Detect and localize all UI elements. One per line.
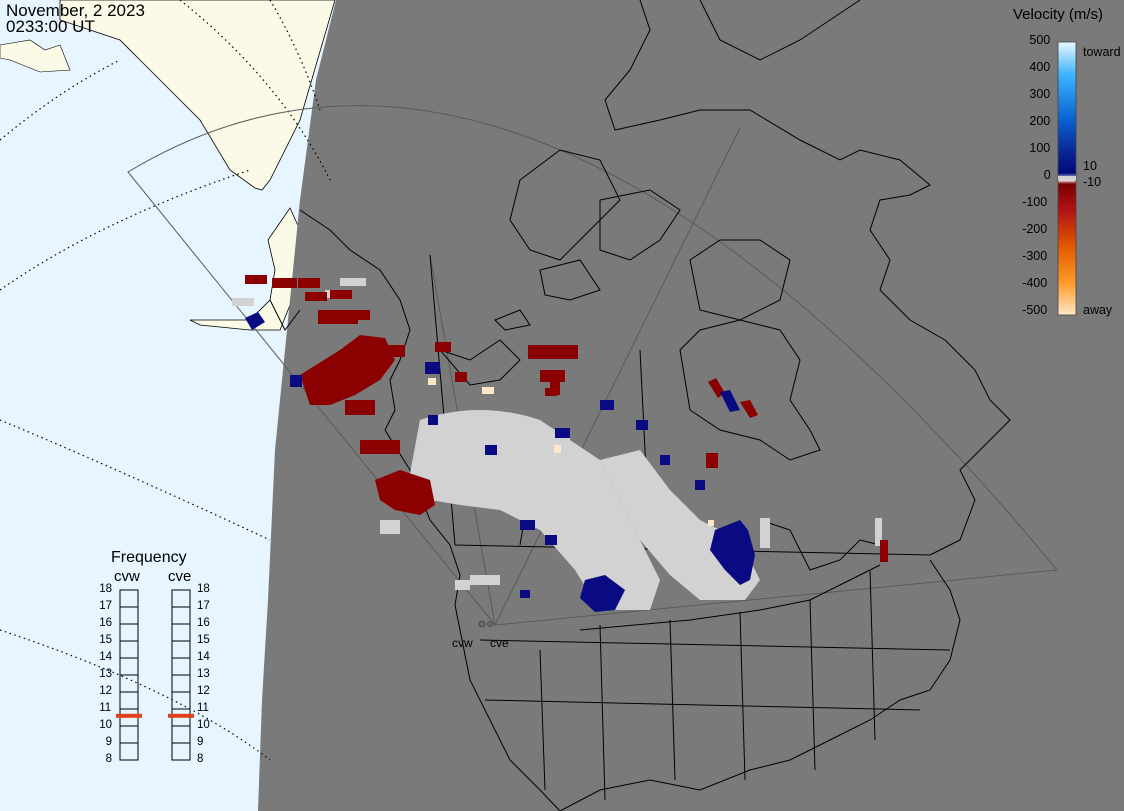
velocity-scale-title: Velocity (m/s) [1013,6,1104,23]
cvw-gauge-label: cvw [114,568,140,585]
velocity-tick: 10 [1083,159,1097,173]
cve-gauge-label: cve [168,568,192,585]
time-label: 0233:00 UT [6,17,95,36]
frequency-tick: 11 [197,702,209,714]
velocity-tick: 300 [1029,87,1051,101]
land-west-coast [0,39,71,73]
night-shade [258,0,1124,811]
site-cve-label: cve [490,636,509,650]
velocity-tick: 500 [1029,33,1051,47]
frequency-tick: 9 [105,736,112,748]
site-cvw-label: cvw [452,636,473,650]
toward-label: toward [1083,45,1121,59]
frequency-tick: 10 [99,719,112,731]
frequency-tick: 16 [197,617,210,629]
velocity-tick: -200 [1022,222,1048,236]
frequency-tick: 8 [105,753,112,765]
site-cvw-marker [478,620,486,628]
velocity-tick: 200 [1029,114,1051,128]
date-label: November, 2 2023 [6,1,145,20]
away-label: away [1083,303,1113,317]
frequency-tick: 8 [197,753,204,765]
velocity-tick: 400 [1029,60,1051,74]
velocity-tick: -500 [1022,303,1048,317]
site-cve-marker [487,621,493,627]
velocity-colorbar [1057,41,1077,316]
velocity-tick: -10 [1083,175,1102,189]
frequency-tick: 18 [99,583,112,595]
frequency-tick: 13 [99,668,112,680]
land-alaska [59,0,336,191]
velocity-tick: -100 [1022,195,1048,209]
coastlines [269,0,1011,811]
latitude-grid [0,0,331,761]
frequency-title: Frequency [111,549,187,566]
frequency-tick: 17 [197,600,210,612]
radar-sites: cvw cve [452,620,509,650]
frequency-tick: 12 [99,685,112,697]
velocity-far-away [428,378,714,526]
velocity-tick: -400 [1022,276,1048,290]
frequency-tick: 10 [197,719,210,731]
frequency-tick: 17 [99,600,112,612]
cvw-frequency-indicator [116,713,142,718]
cve-frequency-indicator [168,713,194,718]
velocity-tick: -300 [1022,249,1048,263]
frequency-gauges [119,589,191,761]
frequency-tick: 15 [99,634,112,646]
frequency-tick: 13 [197,668,210,680]
frequency-tick: 9 [197,736,204,748]
frequency-tick: 14 [197,651,210,663]
velocity-tick: 0 [1043,168,1051,182]
frequency-tick: 12 [197,685,210,697]
frequency-tick: 18 [197,583,210,595]
velocity-tick: 100 [1029,141,1051,155]
velocity-toward [245,312,755,612]
velocity-away [245,275,888,562]
frequency-tick: 11 [99,702,112,714]
frequency-tick: 15 [197,634,210,646]
frequency-tick: 14 [99,651,112,663]
frequency-tick: 16 [99,617,112,629]
